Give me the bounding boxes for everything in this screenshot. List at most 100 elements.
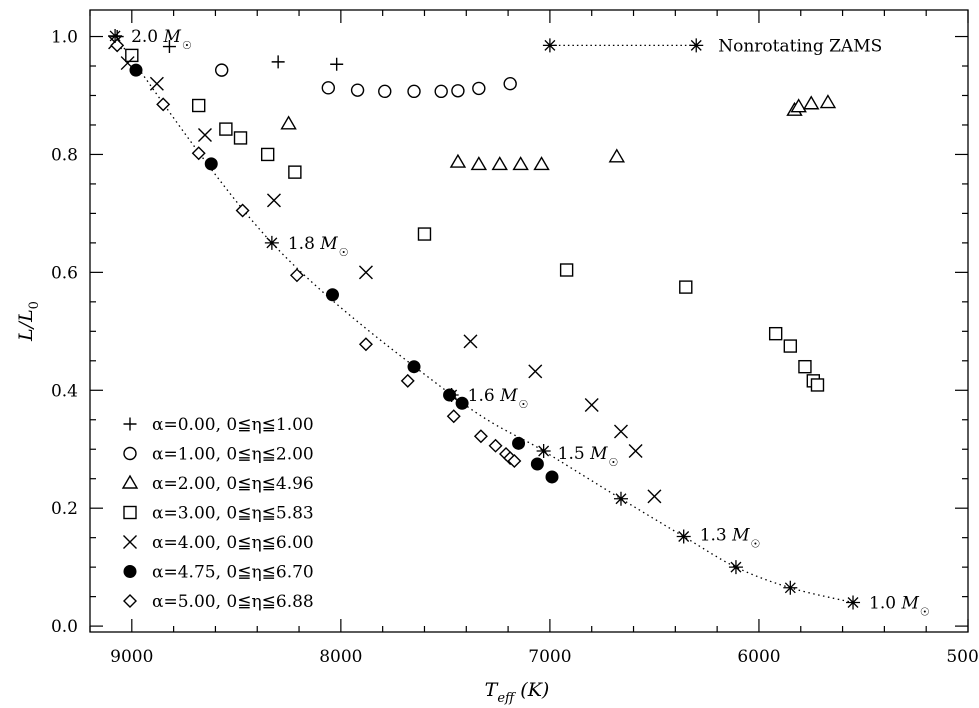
sun-symbol-icon: ☉ xyxy=(519,398,529,411)
data-point-x xyxy=(463,334,478,349)
series-2 xyxy=(280,94,837,171)
y-tick-label: 0.8 xyxy=(51,145,78,165)
legend-entry: α=2.00, 0≦η≦4.96 xyxy=(152,474,314,494)
data-point-circle-open xyxy=(451,84,465,98)
legend-entry: α=5.00, 0≦η≦6.88 xyxy=(152,592,314,612)
data-point-x xyxy=(628,444,643,458)
data-point-triangle-open xyxy=(512,156,529,171)
plot-frame xyxy=(89,9,969,633)
mass-label: 1.5 M☉ xyxy=(558,444,619,469)
y-tick-label: 0.2 xyxy=(51,499,78,519)
legend-marker-diamond-open xyxy=(123,594,137,608)
sun-symbol-icon: ☉ xyxy=(920,606,930,619)
sun-symbol-icon: ☉ xyxy=(339,246,349,259)
data-point-triangle-open xyxy=(802,95,820,110)
zams-point xyxy=(264,235,279,250)
data-point-diamond-open xyxy=(446,409,461,424)
mass-label: 1.8 M☉ xyxy=(288,234,349,259)
data-point-circle-filled xyxy=(129,63,143,77)
legend-entry: α=4.00, 0≦η≦6.00 xyxy=(152,533,314,553)
y-tick-label: 0.4 xyxy=(51,381,78,401)
mass-label-unit: M xyxy=(158,27,181,47)
legend-marker-x xyxy=(123,535,137,549)
series-3 xyxy=(125,48,825,392)
mass-label-unit: M xyxy=(727,525,750,545)
sun-symbol-icon: ☉ xyxy=(608,456,618,469)
data-point-diamond-open xyxy=(358,337,373,352)
data-point-circle-filled xyxy=(204,157,218,171)
data-point-square-open xyxy=(288,165,302,179)
data-point-x xyxy=(528,364,543,379)
y-axis-title-group: L/L0 xyxy=(15,301,42,342)
data-point-x xyxy=(647,489,662,504)
mass-label-unit: M xyxy=(896,594,919,614)
mass-label: 1.3 M☉ xyxy=(700,525,761,550)
legend-marker-plus xyxy=(123,417,137,431)
data-point-diamond-open xyxy=(488,438,503,453)
data-point-circle-open xyxy=(378,84,392,99)
zams-point xyxy=(676,529,691,544)
data-point-square-open xyxy=(125,48,139,63)
data-point-circle-open xyxy=(350,83,365,97)
data-point-diamond-open xyxy=(289,268,304,283)
zams-point xyxy=(108,28,123,43)
x-tick-label: 9000 xyxy=(110,647,153,667)
legend-marker-circle-filled xyxy=(123,565,137,578)
data-point-plus xyxy=(271,55,285,69)
data-point-circle-filled xyxy=(545,470,559,484)
zams-key-marker xyxy=(689,38,704,53)
data-point-square-open xyxy=(768,326,783,341)
data-marks-layer xyxy=(108,28,861,610)
data-point-x xyxy=(266,193,281,208)
data-point-triangle-open xyxy=(449,153,467,168)
y-axis-title-main: L/L xyxy=(15,309,37,342)
zams-point xyxy=(846,595,861,610)
data-point-square-open xyxy=(219,122,233,136)
data-point-square-open xyxy=(559,263,574,277)
zams-point xyxy=(728,560,743,575)
data-point-diamond-open xyxy=(110,38,125,53)
sun-symbol-icon: ☉ xyxy=(182,39,192,52)
data-point-diamond-open xyxy=(235,203,250,218)
zams-point xyxy=(536,444,551,459)
mass-label-unit: M xyxy=(585,444,608,464)
data-point-square-open xyxy=(798,359,812,374)
legend-entry: α=3.00, 0≦η≦5.83 xyxy=(152,504,314,524)
x-axis-title-unit: (K) xyxy=(514,679,549,701)
data-point-diamond-open xyxy=(400,373,415,388)
mass-label: 2.0 M☉ xyxy=(131,27,192,52)
data-point-circle-open xyxy=(214,63,229,77)
data-point-square-open xyxy=(233,131,248,145)
data-point-x xyxy=(584,398,599,413)
data-point-x xyxy=(149,76,164,91)
mass-label-value: 1.8 xyxy=(288,234,315,254)
data-point-triangle-open xyxy=(280,115,297,130)
zams-key-marker xyxy=(542,38,557,53)
y-tick-label: 0.6 xyxy=(51,263,78,283)
data-point-diamond-open xyxy=(473,429,488,444)
series-zams xyxy=(108,28,861,610)
data-point-square-open xyxy=(679,280,693,294)
zams-key-label: Nonrotating ZAMS xyxy=(718,36,882,56)
legend: Nonrotating ZAMS α=0.00, 0≦η≦1.00 α=1.00, … xyxy=(121,36,882,612)
mass-label-value: 1.6 xyxy=(468,386,495,406)
x-tick-label: 8000 xyxy=(319,647,362,667)
mass-label: 1.0 M☉ xyxy=(869,594,930,619)
mass-label-unit: M xyxy=(315,234,338,254)
data-point-triangle-open xyxy=(608,148,626,163)
y-axis-title-sub: 0 xyxy=(27,301,42,309)
sun-symbol-icon: ☉ xyxy=(751,537,761,550)
annotations-layer: 2.0 M☉1.8 M☉1.6 M☉1.5 M☉1.3 M☉1.0 M☉ xyxy=(131,27,930,619)
data-point-circle-open xyxy=(407,84,421,99)
data-point-square-open xyxy=(417,227,432,241)
legend-entry: α=4.75, 0≦η≦6.70 xyxy=(152,563,314,583)
data-point-plus xyxy=(330,57,344,71)
legend-marker-triangle-open xyxy=(121,474,139,489)
x-tick-label: 7000 xyxy=(528,647,571,667)
data-point-x xyxy=(197,127,212,142)
data-point-square-open xyxy=(260,147,275,162)
mass-label-value: 2.0 xyxy=(131,27,158,47)
data-point-triangle-open xyxy=(491,156,508,171)
